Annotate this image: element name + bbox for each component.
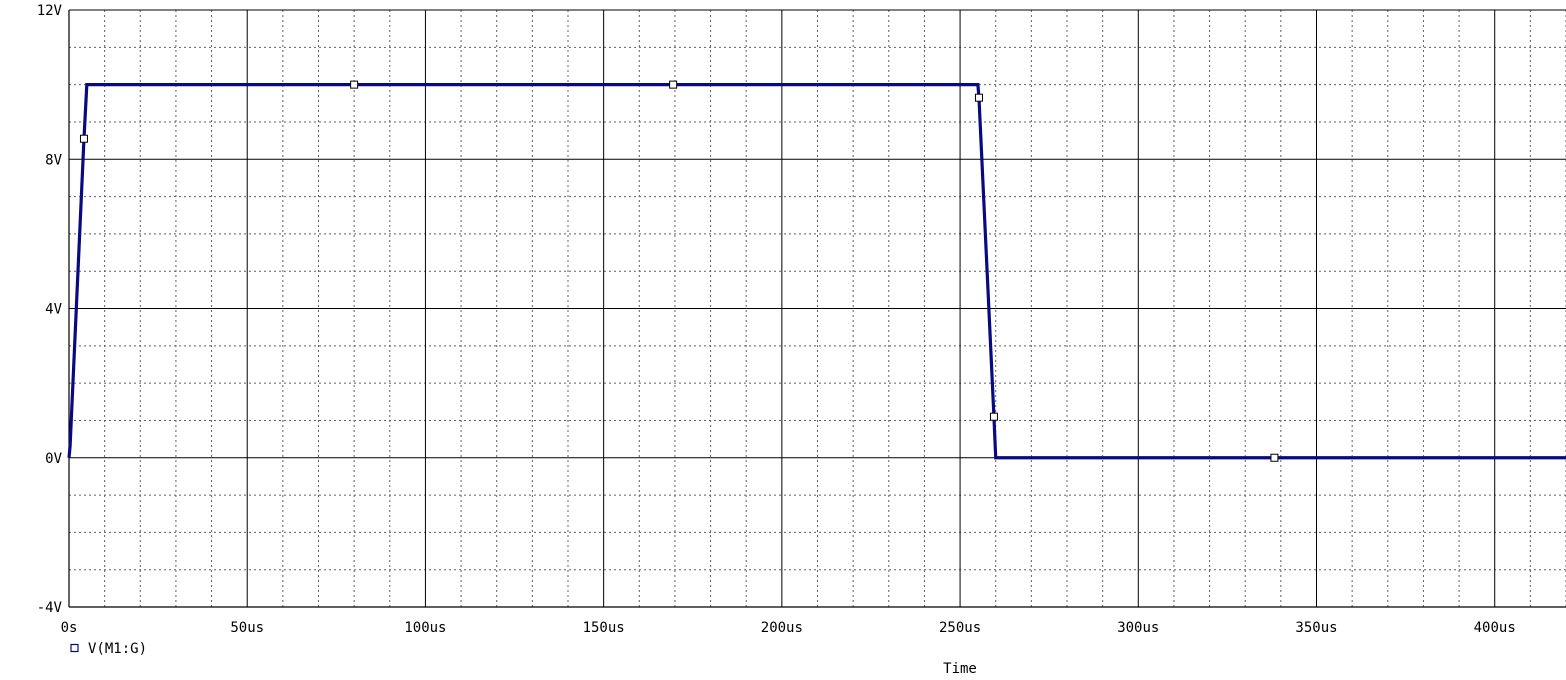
series-marker [974,93,983,102]
series-line [67,83,1566,460]
series-marker [1270,453,1279,462]
y-tick-label: 0V [45,451,62,467]
series-marker [989,412,998,421]
x-tick-label: 50us [230,620,264,636]
legend: V(M1:G) [70,641,147,657]
x-tick-label: 150us [583,620,625,636]
x-tick-label: 300us [1117,620,1159,636]
x-tick-label: 0s [61,620,78,636]
y-tick-label: 8V [45,152,62,168]
tick-labels: 0s 50us 100us 150us 200us 250us 300us 350us 400u… [37,3,1516,636]
y-tick-label: -4V [37,600,63,616]
axes [68,10,1566,608]
series-marker [669,80,678,89]
x-axis-label: Time [943,661,977,677]
y-tick-label: 4V [45,302,62,318]
y-tick-label: 12V [37,3,63,19]
x-tick-label: 200us [761,620,803,636]
legend-marker [70,643,79,653]
x-tick-label: 250us [939,620,981,636]
series-marker [350,80,359,89]
x-tick-label: 400us [1474,620,1516,636]
x-tick-label: 350us [1295,620,1337,636]
series-marker [79,134,88,143]
legend-label: V(M1:G) [88,641,147,657]
grid [68,9,1566,608]
series-layer [67,80,1566,462]
x-tick-label: 100us [404,620,446,636]
